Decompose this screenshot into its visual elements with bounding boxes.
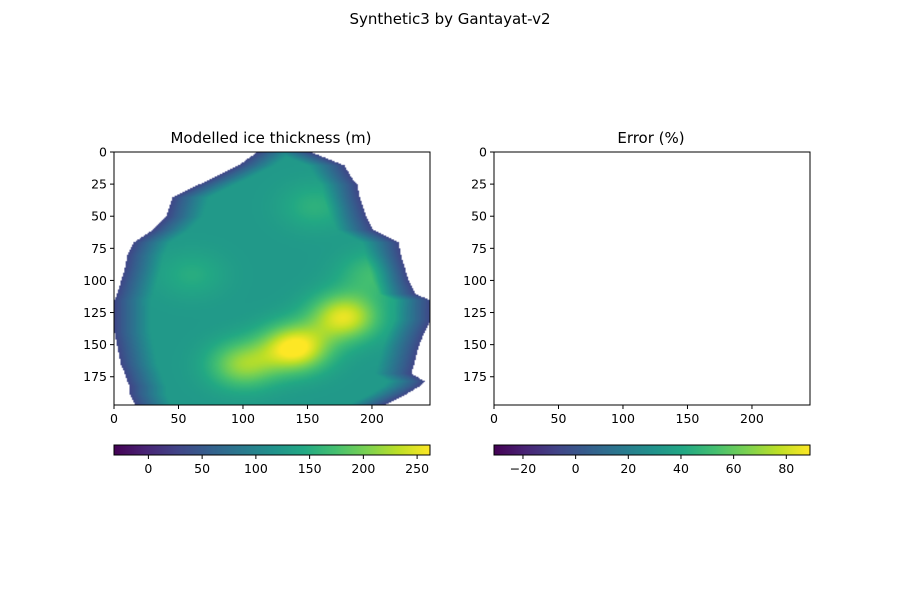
y-tick-label: 75 (91, 241, 107, 256)
x-tick-label: 0 (490, 411, 498, 426)
y-tick-label: 25 (91, 177, 107, 192)
x-tick-label: 50 (551, 411, 567, 426)
colorbar-tick-label: −20 (510, 461, 536, 476)
figure-suptitle: Synthetic3 by Gantayat-v2 (349, 10, 550, 28)
x-tick-label: 150 (296, 411, 320, 426)
colorbar-tick-label: 0 (572, 461, 580, 476)
y-tick-label: 100 (83, 273, 107, 288)
plot-frame (493, 151, 811, 406)
y-tick-label: 0 (99, 145, 107, 160)
x-tick-label: 200 (360, 411, 384, 426)
colorbar-tick-label: 60 (726, 461, 742, 476)
axes: 0 50 100 150 200 0 25 50 75 100 125 150 175 (83, 145, 384, 427)
colorbar-tick-label: 200 (351, 461, 375, 476)
axes: 0 50 100 150 200 0 25 50 75 100 125 150 175 (463, 145, 764, 427)
colorbar-tick-label: 80 (778, 461, 794, 476)
panel-title: Modelled ice thickness (m) (170, 129, 371, 147)
y-tick-label: 50 (91, 209, 107, 224)
y-tick-label: 25 (471, 177, 487, 192)
thickness-heatmap (114, 152, 430, 405)
y-tick-label: 125 (83, 305, 107, 320)
panel-thickness: Modelled ice thickness (m) 0 50 100 150 2000… (83, 129, 431, 476)
colorbar-tick-label: 100 (244, 461, 268, 476)
y-tick-label: 125 (463, 305, 487, 320)
colorbar-ticks: 0 50 100 150 200 250 (144, 455, 429, 476)
y-tick-label: 50 (471, 209, 487, 224)
y-tick-label: 150 (83, 337, 107, 352)
colorbar-tick-label: 20 (620, 461, 636, 476)
x-tick-label: 100 (231, 411, 255, 426)
x-tick-label: 200 (740, 411, 764, 426)
colorbar (493, 444, 811, 456)
y-tick-label: 0 (479, 145, 487, 160)
x-tick-label: 50 (171, 411, 187, 426)
colorbar-tick-label: 150 (298, 461, 322, 476)
panel-title: Error (%) (617, 129, 684, 147)
y-tick-label: 75 (471, 241, 487, 256)
colorbar-ticks: −20 0 20 40 60 80 (510, 455, 794, 476)
y-tick-label: 150 (463, 337, 487, 352)
y-tick-label: 100 (463, 273, 487, 288)
x-tick-label: 100 (611, 411, 635, 426)
y-tick-label: 175 (463, 369, 487, 384)
panel-error: Error (%) 0 50 100 150 200025507510012515017… (463, 129, 811, 476)
x-tick-label: 0 (110, 411, 118, 426)
plot-frame (113, 151, 431, 406)
colorbar (113, 444, 431, 456)
colorbar-tick-label: 40 (673, 461, 689, 476)
colorbar-tick-label: 0 (144, 461, 152, 476)
colorbar-tick-label: 250 (405, 461, 429, 476)
y-tick-label: 175 (83, 369, 107, 384)
x-tick-label: 150 (676, 411, 700, 426)
colorbar-tick-label: 50 (194, 461, 210, 476)
